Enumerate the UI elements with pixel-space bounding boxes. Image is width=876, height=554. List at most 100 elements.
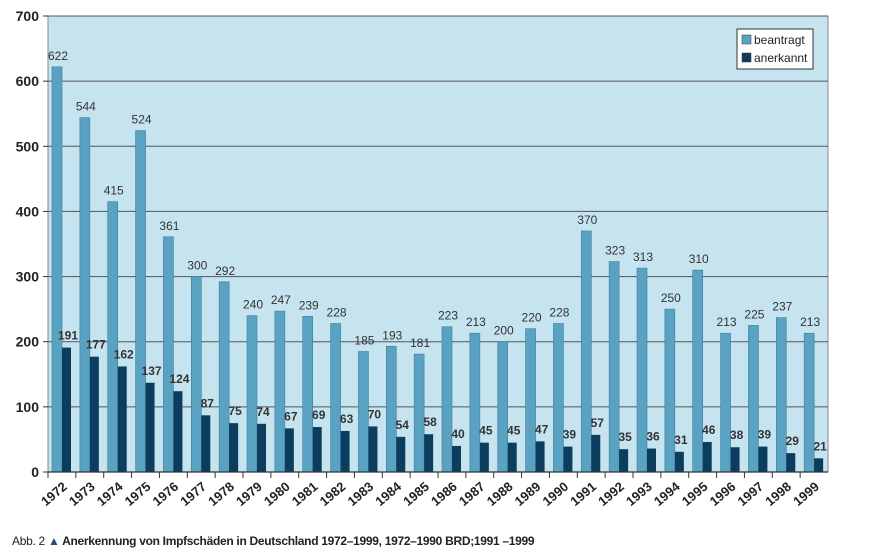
- x-tick-label: 1994: [651, 478, 683, 509]
- data-label-anerkannt: 40: [451, 427, 465, 441]
- data-label-beantragt: 228: [549, 305, 569, 319]
- data-label-anerkannt: 35: [618, 430, 632, 444]
- x-tick-label: 1998: [762, 479, 794, 509]
- bar-anerkannt: [535, 441, 545, 472]
- x-tick-label: 1995: [679, 479, 711, 509]
- data-label-anerkannt: 54: [396, 418, 410, 432]
- y-tick-label: 200: [16, 334, 40, 350]
- x-tick-label: 1997: [734, 479, 766, 509]
- bar-anerkannt: [702, 442, 712, 472]
- y-tick-label: 400: [16, 203, 40, 219]
- x-tick-label: 1972: [38, 479, 70, 509]
- y-tick-label: 700: [16, 8, 40, 24]
- x-tick-label: 1991: [567, 479, 599, 509]
- x-tick-label: 1999: [790, 479, 822, 509]
- data-label-beantragt: 181: [410, 336, 430, 350]
- x-tick-label: 1983: [344, 479, 376, 509]
- x-tick-label: 1980: [261, 479, 293, 509]
- bar-beantragt: [302, 316, 314, 473]
- caption-prefix: Abb. 2: [12, 534, 45, 548]
- data-label-beantragt: 223: [438, 309, 458, 323]
- bar-beantragt: [441, 326, 453, 473]
- bar-anerkannt: [507, 442, 517, 472]
- bar-anerkannt: [396, 436, 406, 472]
- data-label-beantragt: 213: [717, 315, 737, 329]
- data-label-beantragt: 544: [76, 100, 96, 114]
- data-label-beantragt: 292: [215, 264, 235, 278]
- x-tick-label: 1992: [595, 479, 627, 509]
- data-label-beantragt: 239: [299, 298, 319, 312]
- x-tick-label: 1986: [428, 479, 460, 509]
- data-label-anerkannt: 58: [423, 415, 437, 429]
- bar-anerkannt: [479, 442, 489, 472]
- bar-beantragt: [330, 323, 341, 473]
- legend-swatch: [741, 52, 752, 63]
- data-label-beantragt: 250: [661, 291, 681, 305]
- data-label-beantragt: 323: [605, 244, 625, 258]
- data-label-anerkannt: 137: [142, 364, 162, 378]
- x-tick-label: 1975: [122, 479, 154, 509]
- data-label-beantragt: 310: [689, 252, 709, 266]
- data-label-anerkannt: 74: [256, 405, 270, 419]
- legend-label: anerkannt: [754, 51, 808, 65]
- data-label-anerkannt: 57: [591, 416, 605, 430]
- legend-swatch: [741, 34, 752, 45]
- figure-caption: Abb. 2 ▲ Anerkennung von Impfschäden in …: [12, 534, 535, 548]
- bar-anerkannt: [452, 445, 461, 472]
- bar-anerkannt: [89, 356, 99, 472]
- x-tick-label: 1989: [512, 479, 544, 509]
- data-label-beantragt: 415: [104, 184, 124, 198]
- data-label-anerkannt: 75: [228, 404, 242, 418]
- bar-anerkannt: [229, 423, 239, 472]
- bar-beantragt: [692, 269, 704, 473]
- data-label-anerkannt: 45: [479, 424, 493, 438]
- x-tick-label: 1981: [289, 479, 321, 509]
- data-label-anerkannt: 124: [169, 372, 189, 386]
- bar-beantragt: [190, 276, 202, 473]
- data-label-beantragt: 228: [327, 305, 347, 319]
- data-label-beantragt: 213: [466, 315, 486, 329]
- bar-anerkannt: [173, 391, 183, 472]
- bar-chart: 0 100 200 300 400 500 600 700 622 191 1972 544 177 19…: [16, 8, 829, 509]
- data-label-anerkannt: 63: [340, 412, 354, 426]
- x-tick-label: 1984: [372, 478, 404, 509]
- triangle-up-icon: ▲: [47, 534, 60, 548]
- data-label-anerkannt: 69: [312, 408, 326, 422]
- data-label-anerkannt: 21: [813, 439, 827, 453]
- y-tick-label: 100: [16, 399, 40, 415]
- x-tick-label: 1990: [539, 479, 571, 509]
- bar-anerkannt: [563, 446, 573, 472]
- bar-anerkannt: [758, 446, 768, 472]
- data-label-anerkannt: 177: [86, 338, 106, 352]
- bar-beantragt: [274, 310, 286, 473]
- data-label-beantragt: 237: [772, 300, 792, 314]
- bar-anerkannt: [340, 430, 350, 472]
- data-label-anerkannt: 36: [646, 430, 660, 444]
- data-label-anerkannt: 39: [563, 428, 577, 442]
- x-tick-label: 1977: [177, 479, 209, 509]
- data-label-beantragt: 200: [494, 324, 514, 338]
- data-label-anerkannt: 162: [114, 347, 134, 361]
- bar-beantragt: [580, 230, 592, 473]
- bar-anerkannt: [647, 448, 656, 472]
- bar-beantragt: [748, 325, 759, 473]
- data-label-anerkannt: 38: [730, 428, 744, 442]
- x-tick-label: 1982: [317, 479, 349, 509]
- data-label-beantragt: 370: [577, 213, 597, 227]
- bar-anerkannt: [814, 458, 824, 472]
- data-label-beantragt: 622: [48, 49, 68, 63]
- bar-anerkannt: [619, 449, 629, 472]
- bar-beantragt: [135, 130, 146, 473]
- data-label-anerkannt: 45: [507, 424, 521, 438]
- y-tick-label: 0: [31, 464, 39, 480]
- bar-beantragt: [163, 236, 174, 473]
- data-label-anerkannt: 67: [284, 409, 298, 423]
- x-tick-label: 1979: [233, 479, 265, 509]
- data-label-beantragt: 524: [132, 113, 152, 127]
- data-label-anerkannt: 29: [786, 434, 800, 448]
- bar-anerkannt: [312, 427, 322, 472]
- bar-anerkannt: [591, 434, 601, 472]
- x-tick-label: 1974: [94, 478, 126, 509]
- data-label-anerkannt: 39: [758, 428, 772, 442]
- data-label-beantragt: 313: [633, 250, 653, 264]
